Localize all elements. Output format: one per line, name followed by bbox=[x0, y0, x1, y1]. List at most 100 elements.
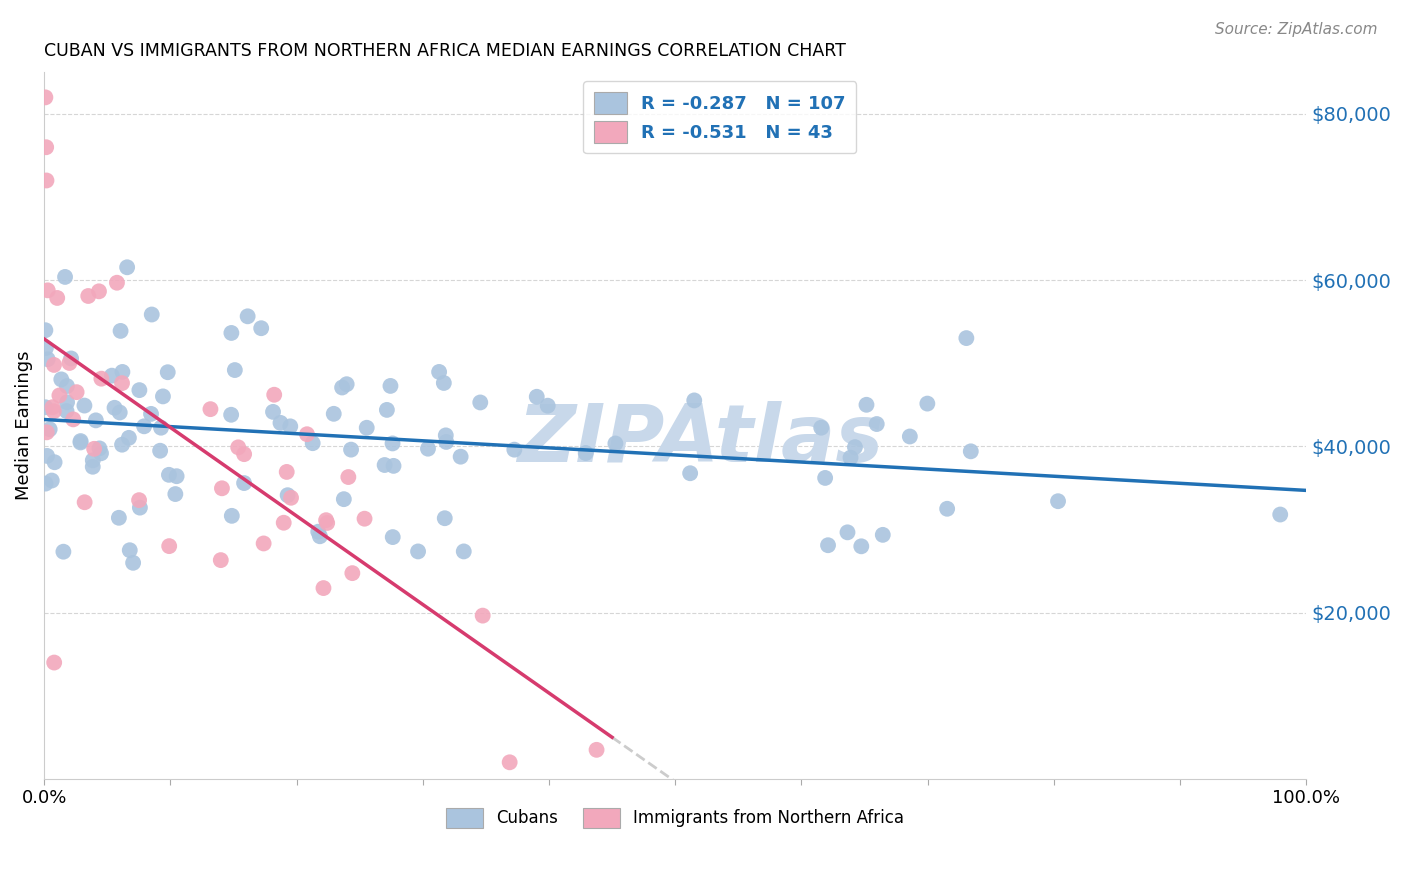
Point bbox=[309, 529, 332, 543]
Point bbox=[165, 487, 187, 501]
Point bbox=[844, 440, 866, 454]
Point bbox=[44, 656, 66, 670]
Point bbox=[89, 442, 111, 456]
Point bbox=[269, 416, 291, 430]
Point bbox=[35, 425, 58, 440]
Point bbox=[959, 444, 981, 458]
Point bbox=[503, 442, 526, 457]
Point bbox=[866, 417, 889, 431]
Point bbox=[817, 538, 839, 552]
Point bbox=[111, 365, 134, 379]
Point bbox=[150, 420, 173, 434]
Point bbox=[262, 405, 284, 419]
Point bbox=[51, 372, 73, 386]
Point bbox=[108, 510, 131, 524]
Point bbox=[37, 283, 59, 297]
Point bbox=[936, 501, 959, 516]
Point bbox=[375, 403, 398, 417]
Point bbox=[353, 512, 375, 526]
Point bbox=[380, 379, 402, 393]
Point bbox=[295, 427, 318, 442]
Point bbox=[872, 528, 894, 542]
Point bbox=[42, 358, 65, 372]
Point bbox=[316, 516, 339, 530]
Point bbox=[330, 380, 353, 394]
Point bbox=[77, 289, 100, 303]
Point bbox=[851, 539, 873, 553]
Point bbox=[82, 459, 104, 474]
Point bbox=[141, 308, 163, 322]
Point bbox=[35, 341, 58, 355]
Point bbox=[273, 516, 295, 530]
Point bbox=[48, 388, 70, 402]
Point bbox=[35, 449, 58, 463]
Point bbox=[278, 419, 301, 434]
Point bbox=[129, 500, 152, 515]
Point bbox=[814, 471, 837, 485]
Point bbox=[69, 435, 91, 450]
Point bbox=[406, 544, 429, 558]
Point bbox=[55, 404, 77, 418]
Point bbox=[149, 443, 172, 458]
Legend: Cubans, Immigrants from Northern Africa: Cubans, Immigrants from Northern Africa bbox=[440, 802, 911, 834]
Point bbox=[103, 401, 125, 415]
Point bbox=[605, 436, 627, 450]
Point bbox=[118, 543, 141, 558]
Point bbox=[56, 379, 79, 393]
Point bbox=[434, 428, 457, 442]
Point bbox=[58, 356, 80, 370]
Point bbox=[166, 469, 188, 483]
Point bbox=[374, 458, 396, 472]
Point bbox=[105, 276, 128, 290]
Point bbox=[340, 442, 363, 457]
Point bbox=[381, 436, 404, 450]
Point bbox=[453, 544, 475, 558]
Point bbox=[34, 401, 56, 415]
Point bbox=[62, 412, 84, 426]
Text: ZIPAtlas: ZIPAtlas bbox=[517, 401, 883, 479]
Point bbox=[35, 173, 58, 187]
Point bbox=[224, 363, 246, 377]
Point bbox=[263, 388, 285, 402]
Point bbox=[233, 447, 256, 461]
Point bbox=[60, 351, 83, 366]
Point bbox=[301, 436, 323, 450]
Point bbox=[115, 260, 138, 275]
Point bbox=[470, 395, 492, 409]
Point bbox=[152, 389, 174, 403]
Point bbox=[37, 352, 59, 367]
Point bbox=[382, 458, 405, 473]
Point bbox=[211, 481, 233, 495]
Point bbox=[236, 310, 259, 324]
Point bbox=[839, 450, 862, 465]
Point bbox=[73, 495, 96, 509]
Point bbox=[277, 488, 299, 502]
Point bbox=[221, 508, 243, 523]
Point bbox=[134, 419, 156, 434]
Point bbox=[90, 372, 112, 386]
Point bbox=[69, 434, 91, 448]
Point bbox=[157, 539, 180, 553]
Point bbox=[87, 285, 110, 299]
Point bbox=[122, 556, 145, 570]
Point bbox=[84, 413, 107, 427]
Point bbox=[450, 450, 472, 464]
Point bbox=[433, 376, 456, 390]
Point bbox=[219, 408, 242, 422]
Point bbox=[381, 530, 404, 544]
Point bbox=[226, 440, 249, 454]
Point bbox=[1270, 508, 1292, 522]
Point bbox=[1047, 494, 1070, 508]
Point bbox=[38, 422, 60, 436]
Point bbox=[433, 511, 456, 525]
Point bbox=[307, 524, 329, 539]
Point bbox=[41, 401, 63, 415]
Point bbox=[427, 365, 450, 379]
Point bbox=[108, 405, 131, 419]
Point bbox=[955, 331, 977, 345]
Point bbox=[253, 536, 276, 550]
Point bbox=[250, 321, 273, 335]
Point bbox=[82, 453, 104, 467]
Text: CUBAN VS IMMIGRANTS FROM NORTHERN AFRICA MEDIAN EARNINGS CORRELATION CHART: CUBAN VS IMMIGRANTS FROM NORTHERN AFRICA… bbox=[44, 42, 846, 60]
Point bbox=[41, 474, 63, 488]
